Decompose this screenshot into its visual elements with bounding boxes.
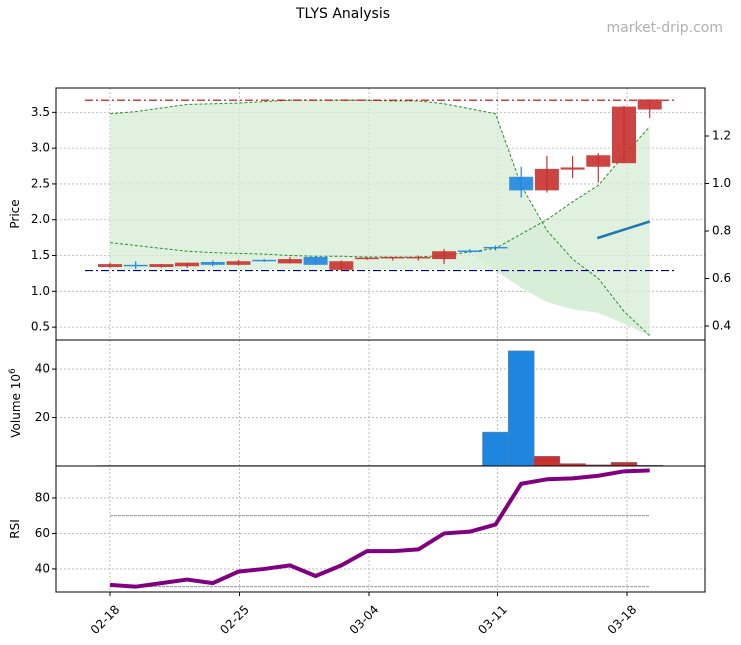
candle-body	[534, 168, 559, 191]
candle-body	[509, 176, 534, 191]
volume-axis-label: Volume 106	[8, 368, 23, 438]
candles	[98, 99, 662, 271]
volume-bar	[482, 431, 509, 467]
candle	[483, 245, 508, 251]
candle	[277, 256, 302, 264]
candle-body	[226, 261, 251, 265]
candle-body	[329, 261, 354, 270]
candle-body	[406, 256, 431, 259]
candle-body	[432, 251, 457, 260]
price-tick-label: 2.0	[31, 212, 50, 226]
candle-body	[175, 262, 200, 267]
volume-bar	[507, 350, 535, 467]
candle	[329, 260, 354, 271]
price-tick-label: 3.0	[31, 141, 50, 155]
x-tick-label: 03-11	[475, 602, 510, 637]
candle-body	[560, 167, 585, 170]
candle-body	[303, 256, 328, 265]
candle-body	[277, 259, 302, 264]
price-tick-label: 0.5	[31, 320, 50, 334]
watermark: market-drip.com	[606, 20, 723, 36]
candle-body	[355, 257, 379, 260]
candle-body	[380, 256, 405, 259]
candle	[534, 156, 559, 193]
candle	[637, 99, 662, 119]
volume-bars	[96, 350, 663, 467]
rsi-panel	[55, 465, 706, 593]
candle	[457, 249, 482, 253]
price-tick-label: 1.0	[31, 284, 50, 298]
trend-line	[596, 220, 651, 240]
right-axis-tick-label: 0.4	[712, 319, 731, 333]
candle	[406, 255, 431, 261]
volume-tick-label: 20	[35, 410, 50, 424]
rsi-tick-label: 40	[35, 561, 50, 575]
x-tick-label: 02-18	[88, 602, 123, 637]
rsi-line	[109, 468, 650, 589]
price-tick-label: 3.5	[31, 105, 50, 119]
candle	[355, 256, 379, 260]
price-axis-label: Price	[8, 199, 22, 228]
candle	[380, 256, 405, 261]
candle-body	[252, 259, 277, 262]
rsi-tick-label: 80	[35, 490, 50, 504]
volume-panel	[55, 339, 706, 467]
candle	[252, 259, 277, 262]
candle	[226, 259, 251, 266]
candle-body	[637, 99, 662, 110]
candle-body	[149, 264, 174, 267]
candle-body	[98, 264, 122, 267]
price-tick-label: 1.5	[31, 248, 50, 262]
candle-body	[586, 155, 611, 167]
x-tick-label: 03-18	[605, 602, 640, 637]
volume-tick-label: 40	[35, 362, 50, 376]
right-axis-tick-label: 1.2	[712, 129, 731, 143]
x-tick-label: 03-04	[347, 602, 382, 637]
volume-bar	[533, 456, 561, 467]
candle	[149, 264, 174, 268]
volume-bar	[610, 462, 638, 467]
right-axis-tick-label: 1.0	[712, 176, 731, 190]
price-tick-label: 2.5	[31, 176, 50, 190]
candle	[303, 256, 328, 265]
lower-band-fill	[110, 126, 650, 336]
candle-body	[612, 106, 636, 164]
candle	[123, 261, 148, 270]
candle	[175, 262, 200, 268]
candle	[432, 249, 457, 265]
candle-body	[483, 246, 508, 249]
x-tick-label: 02-25	[217, 602, 252, 637]
candle-body	[123, 264, 148, 267]
rsi-tick-label: 60	[35, 526, 50, 540]
candle	[509, 166, 534, 198]
candle	[200, 260, 225, 267]
candle-body	[200, 261, 225, 265]
candle-body	[457, 250, 482, 253]
candle	[612, 105, 636, 164]
right-axis-tick-label: 0.8	[712, 224, 731, 238]
candle	[560, 156, 585, 179]
candle	[586, 153, 611, 183]
rsi-axis-label: RSI	[8, 519, 22, 539]
chart-title: TLYS Analysis	[295, 6, 391, 22]
lower-band-line	[109, 126, 651, 258]
right-axis-tick-label: 0.6	[712, 271, 731, 285]
candle	[98, 262, 122, 268]
